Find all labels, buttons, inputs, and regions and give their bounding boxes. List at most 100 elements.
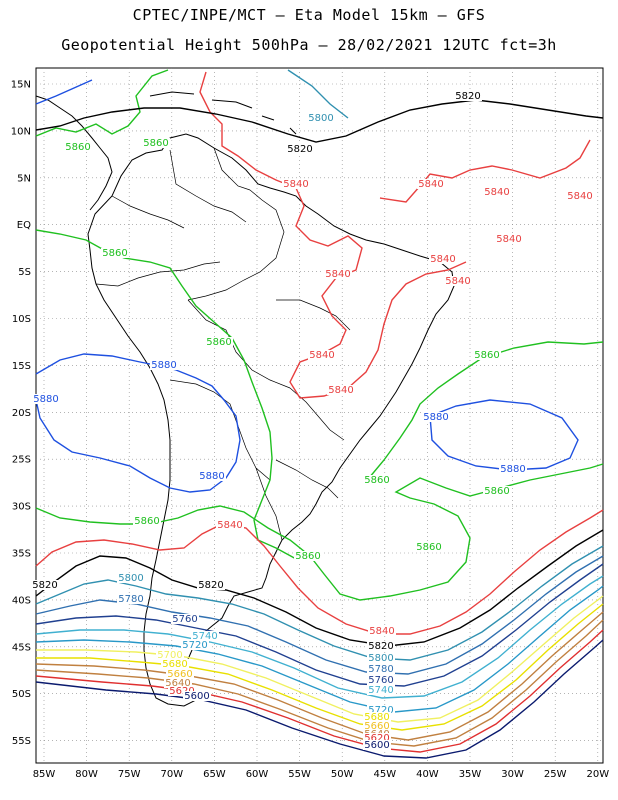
contour-5840-south <box>35 509 604 635</box>
contour-label: 5660 <box>364 721 389 732</box>
contour-label: 5720 <box>368 705 393 716</box>
contour-label-bg <box>454 91 482 101</box>
contour-5860-north <box>35 69 169 137</box>
lon-label: 60W <box>246 769 269 780</box>
contour-5860-atlantic <box>363 341 604 485</box>
contour-label-bg <box>294 551 322 561</box>
contour-label: 5600 <box>364 740 389 751</box>
contour-label: 5840 <box>369 626 394 637</box>
lon-label: 45W <box>373 769 396 780</box>
contour-label-bg <box>198 471 226 481</box>
map-frame <box>35 67 604 764</box>
contour-label: 5800 <box>308 113 333 124</box>
lat-label: 25S <box>12 455 31 466</box>
contour-label-bg <box>367 653 395 663</box>
contour-label: 5820 <box>32 580 57 591</box>
contour-label: 5800 <box>368 653 393 664</box>
caribbean-islands <box>149 91 297 135</box>
contour-label: 5860 <box>416 542 441 553</box>
longitude-labels: 85W 80W 75W 70W 65W 60W 55W 50W 45W 40W 35W 30W 25W 2… <box>33 769 610 780</box>
contour-label: 5720 <box>182 640 207 651</box>
contour-label-bg <box>166 669 194 679</box>
contour-label: 5880 <box>151 360 176 371</box>
contour-label-bg <box>363 733 391 743</box>
contour-label: 5780 <box>118 594 143 605</box>
contour-label-bg <box>324 269 352 279</box>
contour-label: 5840 <box>325 269 350 280</box>
contour-label: 5620 <box>169 686 194 697</box>
contour-label-bg <box>308 350 336 360</box>
contour-label: 5840 <box>430 254 455 265</box>
central-america-outline <box>35 95 113 211</box>
contour-label: 5660 <box>167 669 192 680</box>
lat-label: 40S <box>12 595 31 606</box>
contour-label-bg <box>566 191 594 201</box>
coastline <box>35 91 455 707</box>
lon-label: 80W <box>75 769 98 780</box>
contour-label-bg <box>483 486 511 496</box>
contour-label-bg <box>205 337 233 347</box>
contour-label: 5820 <box>455 91 480 102</box>
contour-label: 5840 <box>484 187 509 198</box>
latitude-labels: 15N 10N 5N EQ 5S 10S 15S 20S 25S 30S 35S 40S 45S 50S 5… <box>11 80 31 748</box>
contour-label: 5600 <box>184 691 209 702</box>
contour-label-bg <box>422 412 450 422</box>
contour-label: 5860 <box>206 337 231 348</box>
lat-label: 55S <box>12 736 31 747</box>
contour-label-bg <box>164 678 192 688</box>
lat-label: 45S <box>12 642 31 653</box>
contour-label-bg <box>363 740 391 750</box>
lon-label: 75W <box>118 769 141 780</box>
contour-label: 5880 <box>33 394 58 405</box>
contour-label: 5840 <box>418 179 443 190</box>
contour-label-bg <box>363 475 391 485</box>
contour-label-bg <box>156 650 184 660</box>
contour-label: 5840 <box>309 350 334 361</box>
contour-label-bg <box>171 614 199 624</box>
contour-label: 5860 <box>364 475 389 486</box>
contour-label: 5880 <box>500 464 525 475</box>
contour-label-bg <box>495 234 523 244</box>
contour-label-bg <box>367 641 395 651</box>
contour-label-bg <box>417 179 445 189</box>
contour-label: 5880 <box>199 471 224 482</box>
contour-label-bg <box>444 276 472 286</box>
contour-5840-north <box>199 71 467 399</box>
lon-label: 35W <box>459 769 482 780</box>
contour-label: 5880 <box>423 412 448 423</box>
lat-label: 30S <box>12 502 31 513</box>
lat-label: 15S <box>12 361 31 372</box>
lon-label: 65W <box>203 769 226 780</box>
contour-label: 5740 <box>368 685 393 696</box>
contour-5700 <box>36 595 604 723</box>
contour-5740 <box>35 575 604 699</box>
contour-label: 5860 <box>65 142 90 153</box>
contour-label-bg <box>307 113 335 123</box>
contour-label-bg <box>367 685 395 695</box>
contour-label-bg <box>31 580 59 590</box>
contour-5880-nw <box>35 79 93 105</box>
contour-label-bg <box>368 626 396 636</box>
lat-label: 35S <box>12 549 31 560</box>
contour-label-bg <box>150 360 178 370</box>
contour-5820-south <box>35 529 604 647</box>
contour-label: 5680 <box>364 712 389 723</box>
contour-label-bg <box>415 542 443 552</box>
contour-label: 5620 <box>364 733 389 744</box>
lon-label: 70W <box>160 769 183 780</box>
contour-5760 <box>35 563 604 687</box>
contour-label: 5840 <box>217 520 242 531</box>
map-title: CPTEC/INPE/MCT – Eta Model 15km – GFS <box>132 6 486 24</box>
lat-label: EQ <box>17 220 31 231</box>
contour-label-bg <box>117 573 145 583</box>
lat-label: 50S <box>12 689 31 700</box>
contour-label: 5820 <box>287 144 312 155</box>
lon-label: 30W <box>501 769 524 780</box>
contour-label-bg <box>367 664 395 674</box>
lat-label: 20S <box>12 408 31 419</box>
lon-label: 20W <box>586 769 609 780</box>
contour-label: 5860 <box>474 350 499 361</box>
contour-label-bg <box>64 142 92 152</box>
contour-label: 5860 <box>102 248 127 259</box>
contour-label-bg <box>286 144 314 154</box>
